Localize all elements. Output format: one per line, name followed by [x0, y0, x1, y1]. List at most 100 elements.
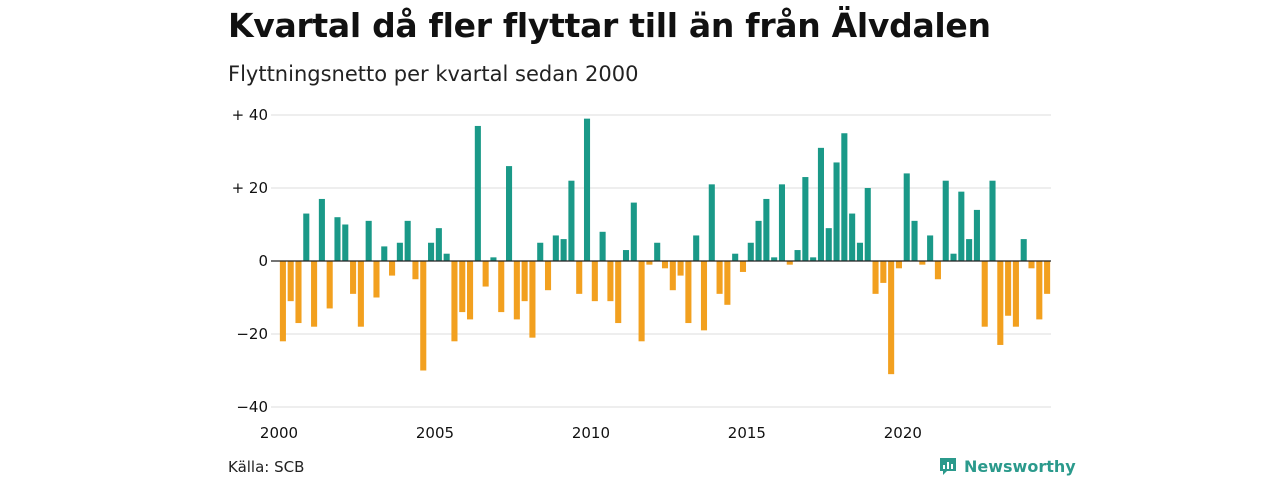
bar: [661, 261, 669, 269]
bar: [591, 261, 598, 302]
bar: [443, 253, 450, 261]
source-note: Källa: SCB: [228, 458, 305, 476]
x-tick-label: 2010: [572, 424, 610, 442]
x-tick-label: 2020: [884, 424, 922, 442]
bar: [537, 242, 544, 261]
bar: [1012, 261, 1019, 327]
bar: [630, 202, 637, 261]
bar: [521, 261, 528, 302]
bar: [747, 242, 754, 261]
bar: [732, 253, 739, 261]
bar: [365, 220, 372, 261]
bar: [506, 166, 513, 261]
bar: [669, 261, 676, 291]
bar: [357, 261, 364, 327]
bar: [763, 198, 770, 261]
bar: [934, 261, 941, 280]
bar: [311, 261, 318, 327]
y-tick-label: 0: [258, 252, 268, 270]
bar: [389, 261, 396, 276]
bar: [864, 188, 871, 261]
bar: [350, 261, 357, 294]
bar: [451, 261, 458, 342]
bar: [529, 261, 536, 338]
bar: [287, 261, 294, 302]
bar: [724, 261, 731, 305]
bar: [1036, 261, 1043, 320]
bar: [919, 261, 926, 265]
bar: [576, 261, 583, 294]
bar: [560, 239, 567, 261]
bar: [817, 147, 824, 261]
bar: [981, 261, 988, 327]
bar: [279, 261, 286, 342]
bar: [607, 261, 614, 302]
bar: [1005, 261, 1012, 316]
bar: [435, 228, 442, 261]
bar: [677, 261, 684, 276]
chart-title: Kvartal då fler flyttar till än från Älv…: [228, 6, 991, 45]
bar: [849, 213, 856, 261]
bar: [568, 180, 575, 261]
bar: [318, 198, 325, 261]
bar: [771, 257, 778, 261]
bar: [342, 224, 349, 261]
bar: [420, 261, 427, 371]
bar: [334, 217, 341, 261]
bar: [911, 220, 918, 261]
bar: [841, 133, 848, 261]
bar: [833, 162, 840, 261]
bar: [396, 242, 403, 261]
bar: [638, 261, 645, 342]
bar: [295, 261, 302, 324]
bar: [755, 220, 762, 261]
bar: [1028, 261, 1035, 269]
bar: [708, 184, 715, 261]
bar: [973, 209, 980, 261]
bar: [778, 184, 786, 261]
bar: [700, 261, 708, 331]
bar: [303, 213, 310, 261]
bar: [654, 242, 661, 261]
bar: [412, 261, 419, 280]
bar: [693, 235, 700, 261]
bar: [622, 250, 630, 261]
bar: [381, 246, 388, 261]
bar: [490, 257, 497, 261]
bar: [958, 191, 965, 261]
bar: [872, 261, 879, 294]
bar: [880, 261, 887, 283]
bar: [802, 177, 809, 261]
brand-name: Newsworthy: [964, 456, 1076, 476]
bar: [997, 261, 1004, 345]
bar: [544, 261, 552, 291]
bar: [599, 231, 606, 261]
bar: [825, 228, 832, 261]
bar: [895, 261, 902, 269]
bar: [459, 261, 466, 313]
bar: [685, 261, 692, 324]
bar: [474, 125, 481, 261]
y-tick-label: −40: [236, 398, 268, 416]
newsworthy-logo: Newsworthy: [938, 456, 1076, 476]
bar: [942, 180, 949, 261]
bar: [966, 239, 973, 261]
bar: [428, 242, 435, 261]
bar: [583, 118, 591, 262]
bar: [513, 261, 520, 320]
bar: [739, 261, 747, 272]
bar: [552, 235, 559, 261]
y-tick-label: + 40: [232, 106, 268, 124]
bar: [810, 257, 817, 261]
x-tick-label: 2005: [416, 424, 454, 442]
bar: [646, 261, 653, 265]
y-tick-label: + 20: [232, 179, 268, 197]
x-tick-label: 2000: [260, 424, 298, 442]
bar: [950, 253, 957, 261]
bar: [856, 242, 863, 261]
bar: [404, 220, 411, 261]
bar: [498, 261, 505, 313]
bar: [786, 261, 793, 265]
newsworthy-logo-icon: [940, 458, 956, 475]
